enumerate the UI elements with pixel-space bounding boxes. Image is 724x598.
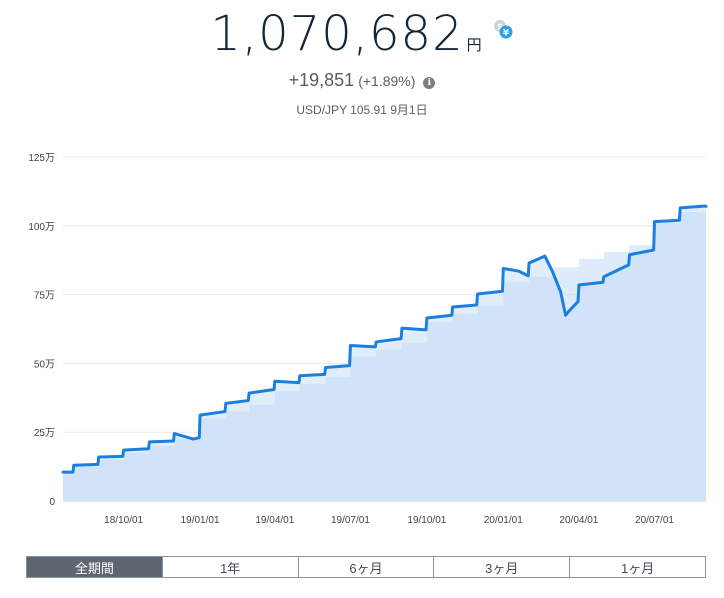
svg-text:$: $	[497, 22, 503, 31]
fx-date: 9月1日	[390, 103, 428, 117]
x-tick-label: 20/04/01	[559, 515, 598, 526]
total-valuation: 1,070,682 円 $ ¥	[0, 6, 724, 62]
tab-all[interactable]: 全期間	[27, 557, 162, 577]
tab-1-year[interactable]: 1年	[161, 557, 298, 577]
tab-3-months[interactable]: 3ヶ月	[433, 557, 569, 577]
x-tick-label: 20/01/01	[484, 515, 523, 526]
y-tick-label: 100万	[28, 222, 55, 233]
x-tick-label: 19/04/01	[255, 515, 294, 526]
fx-rate: USD/JPY 105.91	[296, 103, 387, 117]
change-amount: +19,851	[288, 70, 355, 90]
x-tick-label: 19/07/01	[331, 515, 370, 526]
currency-swap-icon[interactable]: $ ¥	[492, 18, 514, 40]
y-tick-label: 50万	[34, 359, 55, 370]
valuation-line	[61, 204, 708, 474]
y-tick-label: 25万	[34, 428, 55, 439]
y-tick-label: 0	[49, 497, 55, 508]
x-tick-label: 18/10/01	[104, 515, 143, 526]
portfolio-summary: 1,070,682 円 $ ¥ +19,851 (+1.89%) i USD/JPY …	[0, 0, 724, 130]
fx-rate-line: USD/JPY 105.91 9月1日	[0, 101, 724, 118]
x-tick-label: 19/01/01	[181, 515, 220, 526]
principal-area	[63, 212, 706, 501]
tab-1-month[interactable]: 1ヶ月	[569, 557, 705, 577]
total-value: 1,070,682	[210, 6, 464, 62]
svg-text:¥: ¥	[503, 29, 510, 39]
period-tabs: 全期間 1年 6ヶ月 3ヶ月 1ヶ月	[26, 556, 706, 578]
x-tick-label: 19/10/01	[407, 515, 446, 526]
y-tick-label: 75万	[34, 291, 55, 302]
tab-6-months[interactable]: 6ヶ月	[297, 557, 434, 577]
y-tick-label: 125万	[28, 153, 55, 164]
total-unit: 円	[466, 37, 482, 54]
daily-change: +19,851 (+1.89%) i	[0, 70, 724, 91]
valuation-chart: 0 25万 50万 75万 100万 125万 18/10/01 19/01/01 19/04/…	[28, 153, 708, 526]
x-tick-label: 20/07/01	[635, 515, 674, 526]
change-percent: (+1.89%)	[358, 73, 416, 89]
info-icon[interactable]: i	[423, 77, 436, 89]
